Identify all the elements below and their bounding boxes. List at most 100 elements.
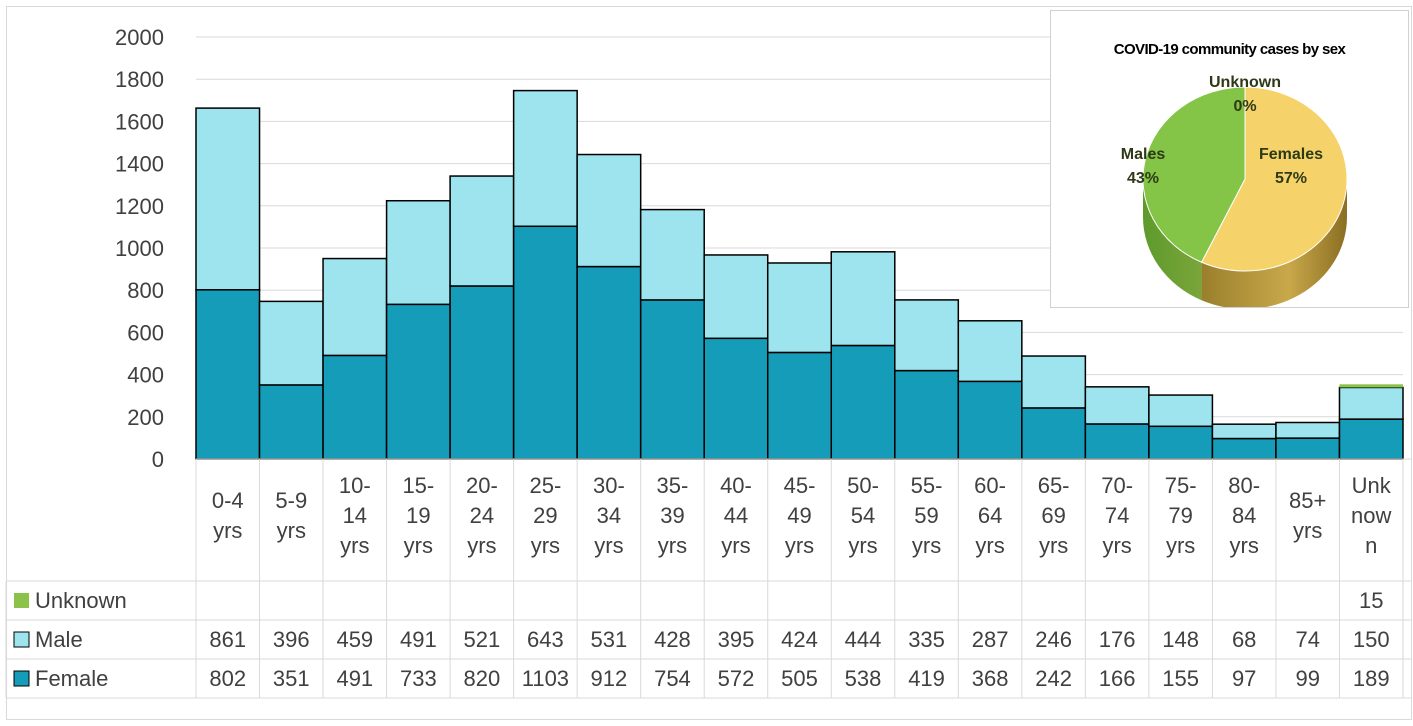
x-tick-label: yrs xyxy=(594,533,623,558)
y-tick-label: 1400 xyxy=(115,152,164,177)
x-tick-label: 20- xyxy=(466,473,498,498)
pie-value-females: 57% xyxy=(1275,170,1307,187)
bar-female-12 xyxy=(957,380,1023,460)
bar-male-3 xyxy=(385,199,451,306)
table-cell-male: 428 xyxy=(654,627,691,652)
bar-male-5 xyxy=(512,89,578,228)
table-cell-male: 531 xyxy=(591,627,628,652)
x-tick-label: 69 xyxy=(1041,503,1065,528)
table-cell-male: 335 xyxy=(908,627,945,652)
x-tick-label: yrs xyxy=(531,533,560,558)
y-tick-label: 0 xyxy=(152,447,164,472)
x-tick-label: 25- xyxy=(529,473,561,498)
x-tick-label: 64 xyxy=(978,503,1002,528)
pie-label-females: Females xyxy=(1259,146,1323,163)
x-tick-label: 40- xyxy=(720,473,752,498)
table-cell-female: 820 xyxy=(464,666,501,691)
x-tick-label: yrs xyxy=(658,533,687,558)
table-cell-female: 155 xyxy=(1162,666,1199,691)
x-tick-label: yrs xyxy=(975,533,1004,558)
x-tick-label: 44 xyxy=(724,503,748,528)
bar-male-15 xyxy=(1148,394,1214,428)
table-cell-male: 861 xyxy=(209,627,246,652)
y-tick-label: 600 xyxy=(127,320,164,345)
bar-male-1 xyxy=(258,300,324,386)
y-tick-label: 1000 xyxy=(115,236,164,261)
table-cell-female: 1103 xyxy=(522,666,569,691)
x-tick-label: yrs xyxy=(467,533,496,558)
bar-unknown-18 xyxy=(1339,384,1403,388)
x-tick-label: 65- xyxy=(1038,473,1070,498)
x-tick-label: 10- xyxy=(339,473,371,498)
table-cell-female: 189 xyxy=(1353,666,1390,691)
bar-female-17 xyxy=(1275,437,1341,460)
pie-chart: Females 57% Males 43% Unknown 0% xyxy=(1121,74,1348,309)
bar-male-16 xyxy=(1211,423,1277,440)
bar-female-0 xyxy=(195,289,261,460)
y-tick-label: 800 xyxy=(127,278,164,303)
x-tick-label: 80- xyxy=(1228,473,1260,498)
table-cell-male: 459 xyxy=(336,627,373,652)
bar-male-10 xyxy=(830,251,896,347)
x-tick-label: 55- xyxy=(911,473,943,498)
pie-value-unknown: 0% xyxy=(1233,98,1256,115)
bar-female-6 xyxy=(576,265,642,460)
bar-female-1 xyxy=(258,384,324,460)
table-cell-female: 99 xyxy=(1295,666,1319,691)
bar-male-4 xyxy=(449,175,515,287)
bar-female-4 xyxy=(449,285,515,460)
legend-key-unknown xyxy=(14,593,29,608)
x-tick-label: 85+ xyxy=(1289,488,1326,513)
x-tick-label: 54 xyxy=(851,503,875,528)
bar-male-9 xyxy=(766,262,833,354)
x-tick-label: yrs xyxy=(1293,518,1322,543)
table-cell-female: 912 xyxy=(591,666,628,691)
table-cell-male: 395 xyxy=(718,627,755,652)
x-tick-label: 14 xyxy=(343,503,367,528)
bar-female-14 xyxy=(1084,423,1150,460)
table-cell-male: 444 xyxy=(845,627,882,652)
y-tick-label: 1200 xyxy=(115,194,164,219)
y-tick-label: 400 xyxy=(127,363,164,388)
bar-female-15 xyxy=(1148,425,1214,460)
x-tick-label: 0-4 xyxy=(212,488,244,513)
bar-male-8 xyxy=(703,254,769,340)
table-cell-female: 505 xyxy=(781,666,818,691)
x-tick-label: yrs xyxy=(848,533,877,558)
bar-male-17 xyxy=(1275,421,1341,439)
x-tick-label: 35- xyxy=(657,473,689,498)
table-cell-female: 242 xyxy=(1035,666,1072,691)
chart-frame xyxy=(6,6,1412,720)
bar-female-2 xyxy=(322,354,388,460)
y-tick-label: 1600 xyxy=(115,109,164,134)
x-tick-label: 60- xyxy=(974,473,1006,498)
table-cell-female: 368 xyxy=(972,666,1009,691)
x-tick-label: 19 xyxy=(406,503,430,528)
table-cell-female: 538 xyxy=(845,666,882,691)
table-cell-male: 424 xyxy=(781,627,818,652)
legend-key-female xyxy=(13,670,30,687)
table-cell-female: 166 xyxy=(1099,666,1136,691)
pie-side-females xyxy=(1201,179,1347,309)
table-cell-male: 150 xyxy=(1353,627,1390,652)
data-table: 0-4 yrs 5-9 yrs 10- 14 yrs 15- 19 yrs 20- 24 yrs 25- 2… xyxy=(5,458,1412,699)
x-tick-label: 75- xyxy=(1165,473,1197,498)
table-cell-male: 521 xyxy=(464,627,501,652)
bar-female-13 xyxy=(1021,407,1087,460)
table-cell-unknown: 15 xyxy=(1359,588,1383,613)
table-cell-male: 287 xyxy=(972,627,1009,652)
x-tick-label: now xyxy=(1351,503,1391,528)
bar-female-11 xyxy=(894,369,960,460)
pie-value-males: 43% xyxy=(1127,170,1159,187)
x-tick-label: 45- xyxy=(784,473,816,498)
pie-slice-males xyxy=(1142,86,1246,263)
x-tick-label: yrs xyxy=(721,533,750,558)
x-tick-label: 24 xyxy=(470,503,494,528)
pie-chart-inset: COVID-19 community cases by sex Females 5… xyxy=(1050,10,1409,309)
bar-male-13 xyxy=(1021,355,1087,409)
bar-male-14 xyxy=(1084,386,1150,425)
x-tick-label: yrs xyxy=(404,533,433,558)
table-cell-male: 246 xyxy=(1035,627,1072,652)
x-tick-label: 74 xyxy=(1105,503,1129,528)
